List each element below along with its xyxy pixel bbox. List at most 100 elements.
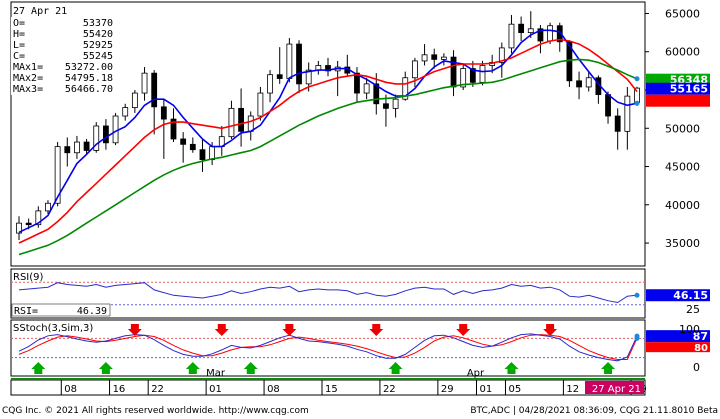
candle-body	[576, 80, 582, 88]
stoch-k-line	[18, 333, 638, 362]
candle	[122, 103, 129, 121]
info-value: 54795.18	[65, 73, 113, 84]
rsi-marker-label: 46.15	[673, 289, 708, 302]
info-label: MAx2=	[13, 73, 43, 84]
candle-body	[469, 68, 476, 83]
candle-body	[421, 54, 428, 62]
ma-line	[18, 38, 638, 244]
price-marker	[646, 73, 710, 86]
buy-signal-arrow	[243, 362, 258, 374]
sell-signal-arrow	[282, 324, 297, 336]
candle	[576, 71, 582, 100]
candle-body	[402, 77, 409, 100]
candle-body	[296, 43, 302, 85]
candle	[585, 71, 592, 92]
candle-body	[25, 222, 32, 226]
stoch-d-line	[18, 334, 638, 360]
info-value: 53370	[83, 18, 113, 29]
info-value: 52925	[83, 40, 113, 51]
info-label: MAx3=	[13, 84, 43, 95]
candle-body	[16, 222, 22, 234]
x-month-label: Mar	[206, 368, 226, 379]
copyright-text: CQG Inc. © 2021 All rights reserved worl…	[2, 406, 309, 416]
price-marker	[646, 82, 710, 95]
candle-body	[585, 77, 592, 88]
stoch-k-marker	[646, 330, 710, 343]
sell-signal-arrow	[543, 324, 558, 336]
candle-body	[170, 118, 177, 140]
candle	[286, 37, 293, 83]
y-tick-label: 50000	[665, 122, 700, 135]
candle-body	[238, 107, 244, 132]
ma-line	[18, 29, 638, 234]
info-label: O=	[13, 18, 25, 29]
candle	[412, 57, 418, 87]
x-current-bg	[585, 381, 644, 394]
candle	[556, 22, 563, 52]
x-tick-label: 16	[113, 384, 126, 395]
candle-body	[180, 138, 187, 145]
stoch-d-marker	[646, 342, 710, 353]
candle	[180, 132, 187, 163]
candle	[421, 44, 428, 66]
info-label: H=	[13, 29, 25, 40]
candle	[45, 200, 51, 214]
candle-body	[354, 72, 360, 94]
rsi-title: RSI(9)	[13, 272, 44, 283]
candle-body	[518, 23, 525, 34]
candle-body	[228, 107, 235, 138]
candle	[518, 16, 525, 42]
candle	[35, 206, 42, 228]
candle-body	[305, 69, 312, 85]
x-tick-label: 08	[267, 384, 280, 395]
candle-body	[141, 72, 148, 94]
sell-signal-arrow	[456, 324, 471, 336]
candle	[16, 216, 22, 240]
candle	[624, 86, 631, 150]
candle	[527, 11, 534, 38]
y-tick-label: 45000	[665, 161, 700, 174]
stoch-tick-label: 0	[693, 361, 700, 374]
rsi-marker	[646, 289, 710, 302]
buy-signal-arrow	[98, 362, 113, 374]
candle	[93, 122, 100, 153]
candle	[383, 94, 389, 127]
x-tick-label: 12	[566, 384, 579, 395]
candle-body	[479, 65, 486, 83]
candle	[141, 67, 148, 101]
rsi-readout-value: 46.39	[77, 306, 107, 317]
info-date: 27 Apr 21	[13, 6, 67, 17]
x-tick-label: 29	[441, 384, 454, 395]
candle-body	[276, 74, 283, 79]
x-tick-label: 22	[383, 384, 396, 395]
candle-body	[392, 98, 399, 109]
x-tick-label: 15	[325, 384, 338, 395]
candle	[103, 119, 109, 150]
candle-body	[527, 28, 534, 34]
candle-body	[605, 94, 611, 117]
buy-signal-arrow	[31, 362, 46, 374]
y-tick-label: 35000	[665, 237, 700, 250]
x-tick-label: 05	[508, 384, 521, 395]
stoch-tick-label: 100	[679, 323, 700, 336]
status-text: BTC,ADC | 04/28/2021 08:36:09, CQG 21.11…	[470, 406, 718, 416]
footer-bar: CQG Inc. © 2021 All rights reserved worl…	[0, 406, 720, 419]
candle	[160, 99, 167, 159]
price-marker	[646, 94, 710, 107]
stoch-endpoint-dot	[634, 335, 640, 341]
candle-body	[45, 202, 51, 212]
candle	[199, 139, 206, 172]
buy-signal-arrow	[504, 362, 519, 374]
x-month-label: Apr	[467, 368, 485, 379]
candle-body	[189, 143, 196, 151]
info-value: 53272.00	[65, 62, 113, 73]
buy-signal-arrow	[601, 362, 616, 374]
candle-body	[373, 83, 380, 105]
price-chart: 6500060000550005000045000400003500056348…	[10, 1, 710, 396]
candle	[276, 47, 283, 84]
candle	[508, 15, 515, 54]
candle-body	[160, 106, 167, 120]
candle	[296, 40, 302, 94]
candle	[64, 137, 71, 167]
candle-body	[122, 107, 129, 117]
